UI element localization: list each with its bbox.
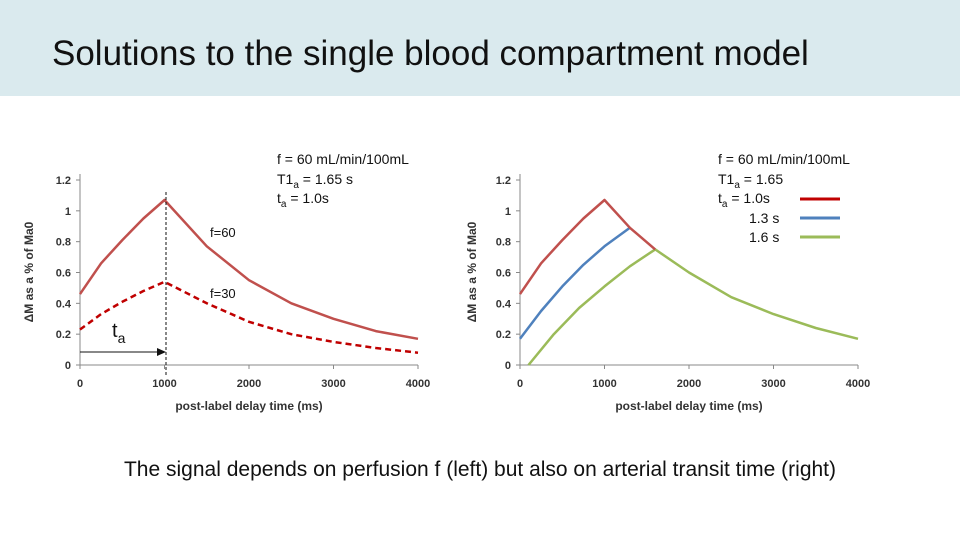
slide-caption: The signal depends on perfusion f (left)… xyxy=(123,458,837,481)
right-param-ta: ta = 1.0s xyxy=(718,190,770,210)
right-y-axis-label: ΔM as a % of Ma0 xyxy=(465,221,479,322)
right-series-1.3s-line xyxy=(519,226,631,340)
left-x-tick-label: 1000 xyxy=(152,378,176,390)
right-y-tick-label: 0.2 xyxy=(496,329,511,341)
left-param-t1-val: = 1.65 s xyxy=(299,171,353,187)
left-x-axis-label: post-label delay time (ms) xyxy=(175,399,322,413)
right-x-tick-label: 1000 xyxy=(592,378,616,390)
left-param-t1-sub: a xyxy=(293,180,299,191)
left-param-t1: T1a = 1.65 s xyxy=(277,171,353,191)
left-series-label-f30: f=30 xyxy=(210,286,236,301)
left-param-ta-main: t xyxy=(277,190,281,206)
left-y-tick-label: 0 xyxy=(65,360,71,372)
right-series-1.6s-line xyxy=(527,248,859,366)
right-y-tick-label: 0.6 xyxy=(496,268,511,280)
left-y-axis-label: ΔM as a % of Ma0 xyxy=(22,221,36,322)
ta-annotation: ta xyxy=(112,320,126,346)
left-y-tick-label: 0.4 xyxy=(56,298,72,310)
left-param-ta-val: = 1.0s xyxy=(286,190,328,206)
left-y-tick-label: 0.8 xyxy=(56,237,71,249)
left-y-tick-label: 0.6 xyxy=(56,268,71,280)
slide-title: Solutions to the single blood compartmen… xyxy=(52,34,809,73)
right-param-ta-val: = 1.0s xyxy=(727,190,769,206)
right-y-tick-label: 0.8 xyxy=(496,237,511,249)
right-x-tick-label: 2000 xyxy=(677,378,701,390)
ta-annotation-main: t xyxy=(112,320,118,342)
legend-label-1.6s: 1.6 s xyxy=(749,229,779,245)
right-series-1.0s-line xyxy=(518,198,657,295)
left-x-tick-label: 4000 xyxy=(406,378,430,390)
right-y-tick-label: 1.2 xyxy=(496,175,511,187)
left-series-f60-line xyxy=(78,198,419,341)
left-y-tick-label: 1 xyxy=(65,206,71,218)
left-y-tick-label: 1.2 xyxy=(56,175,71,187)
left-y-tick-label: 0.2 xyxy=(56,329,71,341)
right-x-tick-label: 4000 xyxy=(846,378,870,390)
right-param-t1: T1a = 1.65 xyxy=(718,171,783,191)
left-x-tick-label: 2000 xyxy=(237,378,261,390)
legend-label-1.3s: 1.3 s xyxy=(749,210,779,226)
left-param-t1-main: T1 xyxy=(277,171,294,187)
right-y-tick-label: 1 xyxy=(505,206,511,218)
ta-arrow-head xyxy=(157,348,166,356)
right-x-tick-label: 0 xyxy=(517,378,523,390)
left-param-ta-sub: a xyxy=(281,199,287,210)
right-x-tick-label: 3000 xyxy=(761,378,785,390)
left-series-f30-line xyxy=(79,280,419,354)
right-y-tick-label: 0.4 xyxy=(496,298,512,310)
left-param-f: f = 60 mL/min/100mL xyxy=(277,151,409,167)
ta-annotation-sub: a xyxy=(118,330,126,346)
right-param-t1-sub: a xyxy=(734,180,740,191)
right-param-ta-sub: a xyxy=(722,199,728,210)
right-param-ta-main: t xyxy=(718,190,722,206)
right-param-f: f = 60 mL/min/100mL xyxy=(718,151,850,167)
right-param-t1-val: = 1.65 xyxy=(740,171,783,187)
right-x-axis-label: post-label delay time (ms) xyxy=(615,399,762,413)
left-x-tick-label: 3000 xyxy=(321,378,345,390)
left-series-label-f60: f=60 xyxy=(210,225,236,240)
left-param-ta: ta = 1.0s xyxy=(277,190,329,210)
right-y-tick-label: 0 xyxy=(505,360,511,372)
left-x-tick-label: 0 xyxy=(77,378,83,390)
title-band xyxy=(0,0,960,96)
right-param-t1-main: T1 xyxy=(718,171,735,187)
